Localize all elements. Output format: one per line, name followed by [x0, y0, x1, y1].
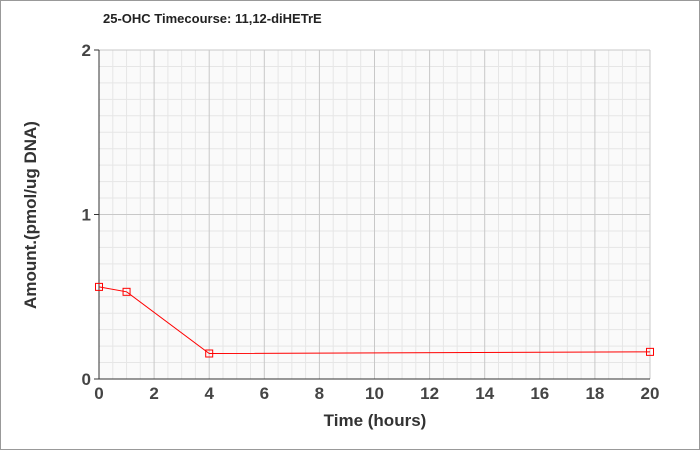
x-tick-label: 20: [641, 384, 660, 403]
data-point-marker: [205, 349, 214, 358]
y-axis-label: Amount.(pmol/ug DNA): [21, 121, 40, 309]
series-line: [98, 286, 651, 355]
x-tick-label: 0: [94, 384, 103, 403]
x-tick-label: 12: [420, 384, 439, 403]
x-axis-label: Time (hours): [324, 411, 427, 430]
x-tick-label: 6: [260, 384, 269, 403]
data-point-marker: [646, 347, 654, 356]
y-tick-label: 0: [82, 370, 91, 389]
x-tick-label: 16: [530, 384, 549, 403]
data-point-marker: [95, 282, 103, 291]
x-tick-label: 2: [149, 384, 158, 403]
x-tick-label: 8: [315, 384, 324, 403]
x-tick-label: 10: [365, 384, 384, 403]
x-tick-label: 4: [204, 384, 214, 403]
y-tick-label: 1: [82, 206, 91, 225]
data-point-marker: [122, 287, 131, 296]
x-tick-label: 14: [475, 384, 494, 403]
chart-title: 25-OHC Timecourse: 11,12-diHETrE: [103, 11, 322, 26]
x-tick-label: 18: [585, 384, 604, 403]
y-tick-label: 2: [82, 41, 91, 60]
